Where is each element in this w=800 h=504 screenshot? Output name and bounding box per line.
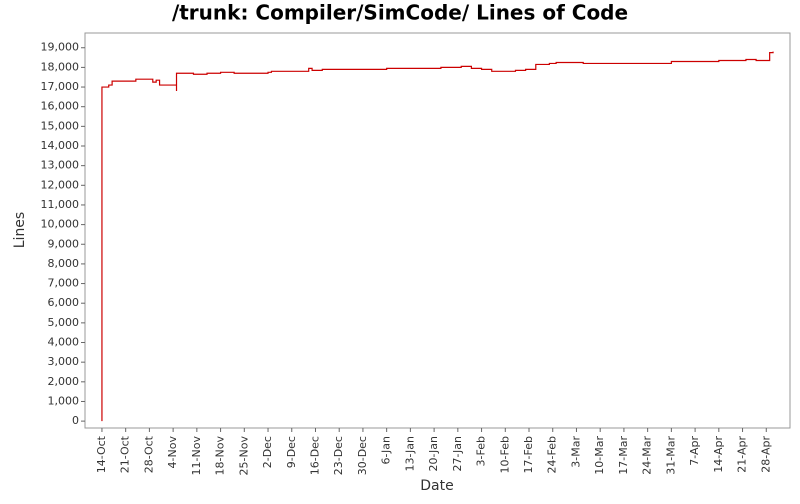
x-axis-label: Date [420, 478, 453, 494]
x-tick-label: 7-Apr [688, 436, 701, 466]
x-tick-label: 20-Jan [427, 436, 440, 472]
chart-title: /trunk: Compiler/SimCode/ Lines of Code [172, 1, 628, 25]
y-tick-label: 15,000 [41, 119, 80, 132]
plot-area [84, 32, 791, 429]
x-tick-label: 30-Dec [356, 436, 369, 475]
x-tick-label: 13-Jan [403, 436, 416, 472]
y-tick-label: 7,000 [48, 277, 80, 290]
x-tick-label: 16-Dec [308, 436, 321, 475]
y-tick-label: 16,000 [41, 100, 80, 113]
y-tick-label: 11,000 [41, 198, 80, 211]
y-tick-label: 13,000 [41, 159, 80, 172]
x-tick-label: 18-Nov [214, 436, 227, 476]
x-tick-label: 14-Apr [712, 436, 725, 473]
x-tick-label: 11-Nov [190, 436, 203, 476]
x-tick-label: 28-Apr [759, 436, 772, 473]
y-tick-label: 3,000 [48, 355, 80, 368]
y-tick-label: 5,000 [48, 316, 80, 329]
y-axis-label: Lines [12, 212, 28, 248]
x-tick-label: 27-Jan [451, 436, 464, 472]
y-tick-label: 6,000 [48, 296, 80, 309]
y-tick-label: 4,000 [48, 336, 80, 349]
x-tick-label: 31-Mar [664, 436, 677, 475]
y-tick-label: 12,000 [41, 178, 80, 191]
x-tick-label: 23-Dec [332, 436, 345, 475]
y-tick-label: 0 [72, 414, 79, 427]
y-tick-label: 19,000 [41, 41, 80, 54]
y-tick-label: 1,000 [48, 394, 80, 407]
x-tick-label: 6-Jan [380, 436, 393, 465]
y-tick-label: 9,000 [48, 237, 80, 250]
y-tick-label: 2,000 [48, 375, 80, 388]
x-tick-label: 28-Oct [142, 435, 155, 473]
x-tick-label: 21-Apr [736, 436, 749, 473]
y-tick-label: 18,000 [41, 60, 80, 73]
x-tick-label: 9-Dec [285, 436, 298, 468]
y-tick-label: 10,000 [41, 218, 80, 231]
x-tick-label: 17-Mar [617, 436, 630, 475]
x-tick-label: 25-Nov [237, 436, 250, 476]
x-tick-label: 24-Mar [641, 436, 654, 475]
x-tick-label: 3-Mar [569, 436, 582, 468]
y-tick-label: 17,000 [41, 80, 80, 93]
x-tick-label: 2-Dec [261, 436, 274, 468]
x-tick-label: 17-Feb [522, 436, 535, 473]
x-tick-label: 14-Oct [95, 435, 108, 473]
x-tick-label: 24-Feb [546, 436, 559, 473]
y-tick-label: 8,000 [48, 257, 80, 270]
x-tick-label: 10-Mar [593, 436, 606, 475]
y-tick-label: 14,000 [41, 139, 80, 152]
x-tick-label: 4-Nov [166, 436, 179, 469]
x-tick-label: 3-Feb [475, 436, 488, 466]
x-tick-label: 21-Oct [119, 435, 132, 473]
series-line [101, 51, 774, 422]
x-tick-label: 10-Feb [498, 436, 511, 473]
